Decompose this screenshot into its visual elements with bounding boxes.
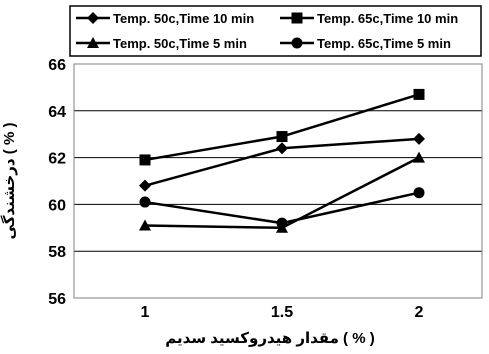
diamond-marker bbox=[276, 142, 288, 155]
legend-item: Temp. 50c,Time 10 min bbox=[76, 11, 254, 26]
y-axis-ticks: 56 58 60 62 64 66 bbox=[48, 57, 66, 308]
legend-label: Temp. 50c,Time 10 min bbox=[113, 11, 254, 26]
x-tick-label: 2 bbox=[415, 304, 424, 321]
triangle-marker bbox=[139, 219, 151, 231]
square-marker bbox=[139, 154, 151, 166]
y-tick-label: 62 bbox=[48, 151, 66, 168]
plot-frame bbox=[73, 63, 483, 299]
triangle-marker bbox=[413, 151, 425, 163]
series-circle bbox=[139, 187, 425, 229]
y-tick-label: 56 bbox=[48, 291, 66, 308]
y-tick-label: 60 bbox=[48, 197, 66, 214]
series-line bbox=[144, 156, 420, 230]
square-marker bbox=[276, 131, 288, 143]
x-axis-title: مقدار هیدروکسید سدیم ( % ) bbox=[165, 330, 374, 347]
triangle-marker bbox=[87, 37, 99, 48]
legend-label: Temp. 50c,Time 5 min bbox=[113, 36, 247, 51]
legend-label: Temp. 65c,Time 5 min bbox=[317, 36, 451, 51]
y-tick-label: 58 bbox=[48, 244, 66, 261]
legend-item: Temp. 65c,Time 10 min bbox=[280, 11, 458, 26]
diamond-marker bbox=[87, 12, 99, 24]
y-tick-label: 66 bbox=[48, 57, 66, 74]
square-marker bbox=[413, 88, 425, 100]
legend-frame bbox=[69, 5, 482, 57]
y-axis-title: درخشندگی ( % ) bbox=[0, 123, 18, 240]
series-layer bbox=[139, 88, 425, 233]
circle-marker bbox=[291, 37, 303, 49]
x-axis-ticks: 1 1.5 2 bbox=[141, 304, 424, 321]
series-square bbox=[139, 88, 425, 166]
square-marker bbox=[291, 12, 303, 24]
circle-marker bbox=[413, 187, 425, 199]
x-tick-label: 1 bbox=[141, 304, 150, 321]
legend-label: Temp. 65c,Time 10 min bbox=[317, 11, 458, 26]
y-tick-label: 64 bbox=[48, 104, 66, 121]
legend-item: Temp. 50c,Time 5 min bbox=[76, 36, 247, 51]
series-diamond bbox=[139, 132, 425, 192]
circle-marker bbox=[276, 217, 288, 229]
x-tick-label: 1.5 bbox=[271, 304, 293, 321]
legend-item: Temp. 65c,Time 5 min bbox=[280, 36, 451, 51]
diamond-marker bbox=[413, 132, 425, 145]
circle-marker bbox=[139, 196, 151, 208]
diamond-marker bbox=[139, 179, 151, 192]
legend: Temp. 50c,Time 10 min Temp. 65c,Time 10 m… bbox=[69, 5, 482, 57]
